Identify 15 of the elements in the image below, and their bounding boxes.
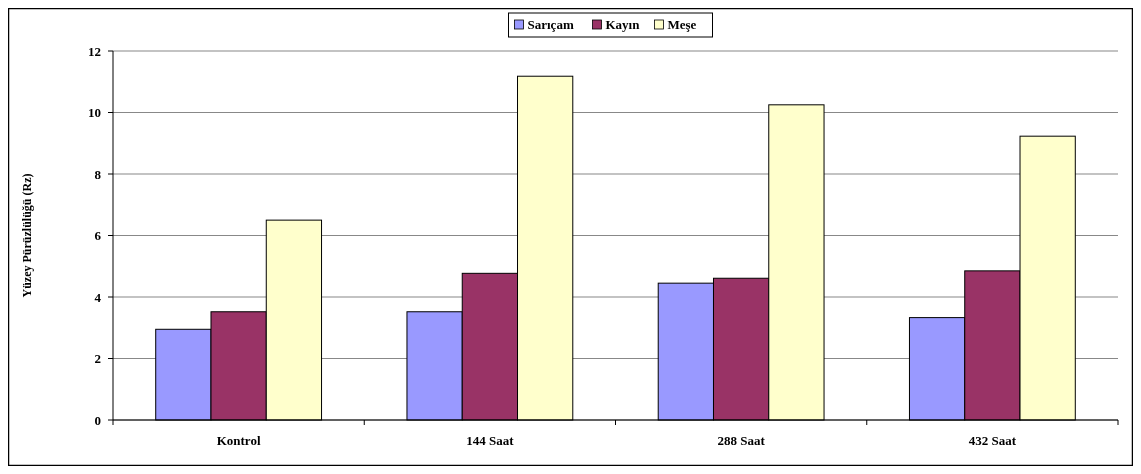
y-tick-label: 2 [94,351,101,367]
x-tick-label: 144 Saat [466,433,515,448]
x-tick-label: 288 Saat [717,433,766,448]
y-tick-label: 8 [94,166,102,182]
y-tick-label: 12 [88,43,101,59]
y-tick-label: 6 [94,228,102,244]
y-tick-label: 0 [94,412,101,428]
legend-label: Meşe [667,17,697,32]
y-tick-label: 10 [88,105,101,121]
legend-label: Sarıçam [527,17,574,32]
x-tick-label: Kontrol [216,433,261,448]
y-axis-title: Yüzey Pürüzlülüğü (Rz) [20,173,34,298]
y-tick-label: 4 [94,289,102,305]
x-tick-label: 432 Saat [968,433,1017,448]
legend-label: Kayın [605,17,641,32]
